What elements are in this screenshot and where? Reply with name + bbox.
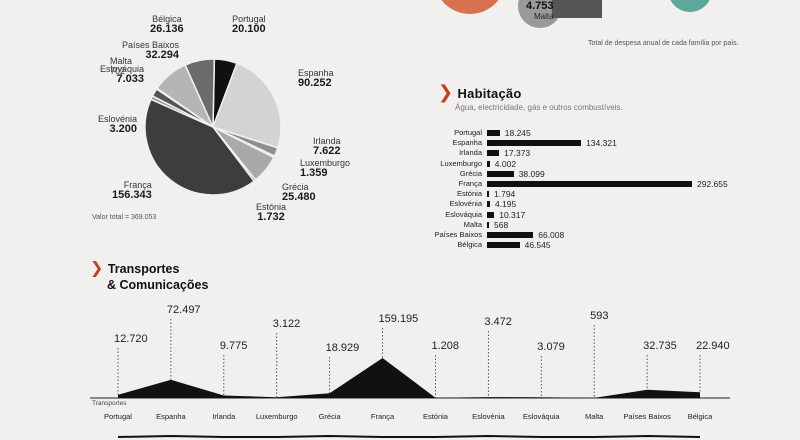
habitacao-value-belgica: 46.545: [524, 240, 551, 251]
transportes-category-estonia: Estónia: [422, 412, 448, 421]
pie-label-espanha: Espanha 90.252: [298, 68, 334, 89]
habitacao-category-irlanda: Irlanda: [459, 148, 482, 158]
habitacao-value-luxemburgo: 4.002: [494, 158, 517, 169]
transportes-axis-label: Transportes: [92, 400, 127, 407]
habitacao-bar-belgica: [487, 242, 520, 249]
transportes-title-line2: & Comunicações: [107, 278, 209, 292]
habitacao-bar-estonia: [487, 191, 489, 198]
habitacao-bar-portugal: [487, 130, 500, 136]
pie-total-note: Valor total = 369.053: [92, 214, 157, 221]
pie-slice-belgica: [184, 58, 216, 128]
transportes-value-espanha: 72.497: [166, 304, 201, 316]
transportes-category-eslovenia: Eslovénia: [472, 412, 505, 421]
habitacao-category-eslovaquia: Eslováquia: [445, 209, 482, 219]
transportes-value-estonia: 1.208: [431, 340, 459, 352]
habitacao-bar-irlanda: [487, 150, 500, 157]
malta-circle-label: Malta: [534, 12, 554, 21]
pie-label-malta: Malta: [110, 56, 133, 66]
next-chart-line-partial: [117, 434, 701, 438]
photo-strip: [552, 0, 602, 18]
habitacao-category-malta: Malta: [463, 219, 482, 229]
habitacao-bar-luxemburgo: [487, 160, 490, 167]
pie-label-belgica: Bélgica 26.136: [150, 14, 184, 35]
habitacao-heading: ❯ Habitação: [438, 82, 521, 103]
pie-label-portugal: Portugal 20.100: [232, 14, 266, 35]
habitacao-value-espanha: 134.321: [586, 138, 617, 149]
transportes-value-eslovenia: 3.472: [484, 316, 512, 328]
habitacao-value-eslovenia: 4.195: [494, 199, 517, 210]
transportes-value-irlanda: 9.775: [219, 340, 248, 352]
transportes-value-grecia: 18.929: [325, 342, 360, 354]
transportes-category-portugal: Portugal: [104, 412, 132, 421]
pie-label-grecia: Grécia 25.480: [282, 182, 316, 203]
pie-label-eslovaquia: Eslováquia 7.033: [100, 64, 145, 85]
habitacao-category-belgica: Bélgica: [457, 240, 482, 250]
habitacao-value-franca: 292.655: [697, 179, 728, 189]
malta-circle: [518, 0, 562, 28]
habitacao-bar-malta: [487, 221, 489, 228]
habitacao-category-luxemburgo: Luxemburgo: [440, 158, 482, 168]
transportes-value-eslovaquia: 3.079: [537, 341, 565, 353]
pie-slice-franca: [144, 98, 256, 196]
pie-label-eslovenia: Eslovénia 3.200: [98, 114, 138, 135]
transportes-value-paises-baixos: 32.735: [643, 340, 677, 352]
habitacao-category-espanha: Espanha: [452, 138, 482, 148]
habitacao-value-estonia: 1.794: [494, 189, 516, 200]
transportes-value-franca: 159.195: [378, 313, 419, 325]
pie-chart: [144, 58, 282, 196]
total-note: Total de despesa anual de cada família p…: [588, 40, 739, 47]
transportes-category-paises-baixos: Países Baixos: [623, 412, 671, 421]
pie-label-paises-baixos: Países Baixos 32.294: [122, 40, 180, 61]
habitacao-category-estonia: Estónia: [456, 189, 482, 199]
transportes-value-malta: 593: [590, 310, 609, 322]
transportes-category-malta: Malta: [585, 412, 604, 421]
teal-circle-partial: [670, 0, 710, 12]
habitacao-bar-paises-baixos: [487, 232, 534, 238]
chevron-right-icon: ❯: [438, 82, 454, 103]
habitacao-bar-eslovaquia: [487, 211, 495, 218]
habitacao-value-portugal: 18.245: [504, 128, 531, 138]
chevron-right-icon: ❯: [90, 258, 104, 277]
pie-label-luxemburgo: Luxemburgo 1.359: [300, 158, 351, 179]
habitacao-bar-franca: [487, 181, 692, 187]
habitacao-category-franca: França: [458, 179, 482, 188]
habitacao-category-grecia: Grécia: [459, 168, 482, 178]
habitacao-value-grecia: 38.099: [518, 168, 545, 179]
transportes-category-irlanda: Irlanda: [212, 412, 236, 421]
pie-label-estonia: Estónia 1.732: [256, 202, 287, 223]
habitacao-value-malta: 568: [494, 219, 509, 230]
malta-circle-value: 4.753: [526, 0, 554, 12]
habitacao-subtitle: Água, electricidade, gás e outros combus…: [455, 103, 623, 112]
pie-label-irlanda: Irlanda 7.622: [313, 136, 341, 157]
transportes-title-line1: Transportes: [107, 262, 180, 276]
transportes-category-franca: França: [370, 412, 395, 421]
pie-value-malta: 702: [110, 66, 126, 76]
habitacao-value-eslovaquia: 10.317: [499, 209, 526, 220]
habitacao-bar-eslovenia: [487, 201, 490, 208]
pie-slice-espanha: [212, 62, 282, 149]
pie-label-franca: França 156.343: [112, 180, 152, 201]
habitacao-title: Habitação: [457, 86, 522, 101]
habitacao-bar-grecia: [487, 170, 514, 177]
top-decoration: [441, 0, 710, 28]
transportes-category-grecia: Grécia: [318, 412, 341, 421]
habitacao-value-irlanda: 17.373: [504, 148, 531, 159]
transportes-category-luxemburgo: Luxemburgo: [255, 412, 298, 421]
transportes-category-espanha: Espanha: [156, 412, 186, 421]
habitacao-value-paises-baixos: 66.008: [538, 230, 565, 240]
transportes-value-portugal: 12.720: [114, 333, 148, 345]
habitacao-category-portugal: Portugal: [454, 128, 482, 137]
habitacao-category-paises-baixos: Países Baixos: [434, 230, 482, 239]
transportes-category-belgica: Bélgica: [687, 412, 713, 421]
habitacao-bar-espanha: [487, 140, 582, 147]
transportes-heading: ❯ Transportes: [90, 258, 179, 278]
transportes-value-belgica: 22.940: [696, 340, 730, 352]
habitacao-category-eslovenia: Eslovénia: [449, 199, 482, 209]
transportes-value-luxemburgo: 3.122: [272, 318, 301, 330]
orange-circle-partial: [441, 0, 499, 14]
transportes-category-eslovaquia: Eslováquia: [522, 412, 560, 421]
transportes-area: [118, 358, 700, 398]
